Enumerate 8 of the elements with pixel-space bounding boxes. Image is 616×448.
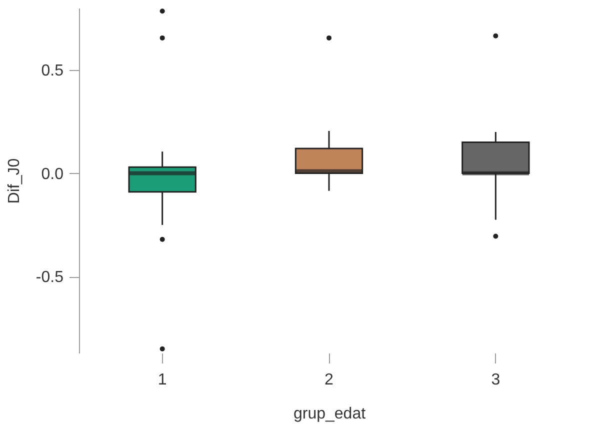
y-axis-title: Dif_J0 — [6, 158, 23, 204]
x-tick-label: 1 — [158, 372, 167, 388]
x-axis-title: grup_edat — [293, 406, 366, 422]
y-tick-label: -0.5 — [36, 269, 64, 286]
y-tick-label: 0.5 — [41, 62, 64, 80]
y-tick-label: 0.0 — [41, 166, 64, 183]
x-tick-label: 2 — [324, 372, 334, 388]
x-tick-label: 3 — [491, 372, 500, 388]
